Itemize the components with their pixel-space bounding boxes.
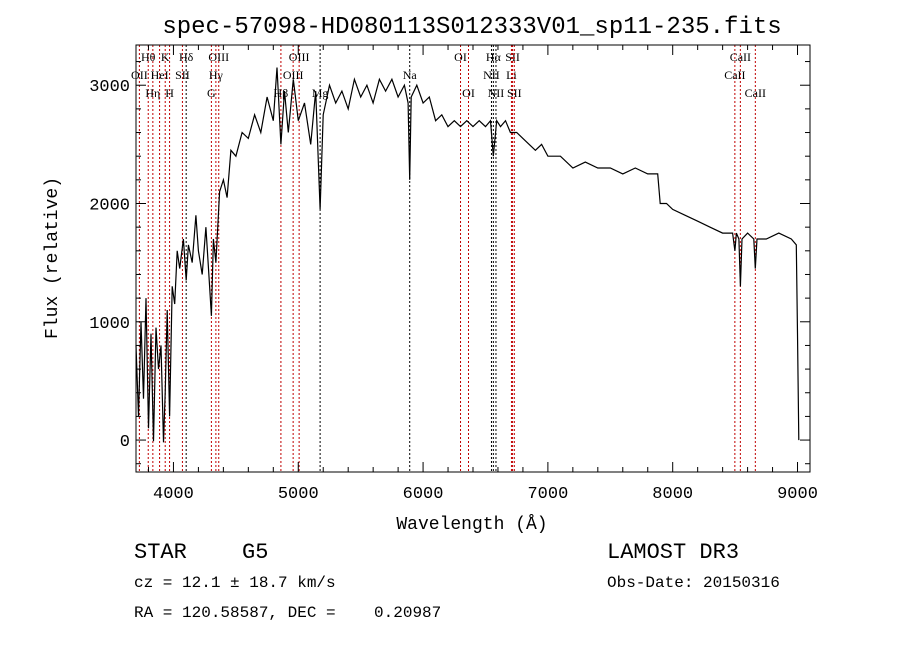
feature-label: SII (507, 86, 522, 100)
x-tick-label: 5000 (278, 485, 319, 504)
plot-frame (135, 44, 811, 473)
feature-label: SII (505, 50, 520, 64)
redshift-info: cz = 12.1 ± 18.7 km/s (134, 574, 336, 592)
feature-label: OIII (208, 50, 229, 64)
feature-label: OI (454, 50, 467, 64)
feature-label: K (161, 50, 170, 64)
x-tick-label: 4000 (153, 485, 194, 504)
coordinates: RA = 120.58587, DEC = 0.20987 (134, 604, 442, 622)
x-tick-label: 7000 (527, 485, 568, 504)
x-axis-label: Wavelength (Å) (396, 514, 547, 535)
feature-label: SII (175, 68, 190, 82)
y-tick-label: 0 (120, 433, 130, 452)
y-tick-label: 3000 (89, 78, 130, 97)
y-tick-label: 1000 (89, 315, 130, 334)
feature-label: Hγ (209, 68, 224, 82)
y-axis-label: Flux (relative) (43, 177, 63, 339)
feature-label: HeI (151, 68, 169, 82)
feature-label: CaII (724, 68, 745, 82)
feature-label: G (207, 86, 216, 100)
feature-label: Hδ (179, 50, 194, 64)
x-tick-label: 8000 (652, 485, 693, 504)
x-tick-label: 6000 (403, 485, 444, 504)
feature-label: OIII (289, 50, 310, 64)
object-subclass: G5 (242, 540, 269, 565)
survey-name: LAMOST DR3 (607, 540, 740, 565)
x-tick-label: 9000 (777, 485, 818, 504)
feature-label: Mg (312, 86, 329, 100)
feature-label: OI (462, 86, 475, 100)
feature-label: OII (131, 68, 148, 82)
feature-label: CaII (745, 86, 766, 100)
feature-label: NII (488, 86, 505, 100)
feature-label: CaII (730, 50, 751, 64)
feature-label: Hα (486, 50, 502, 64)
spectrum-line (135, 67, 800, 443)
chart-title: spec-57098-HD080113S012333V01_sp11-235.f… (162, 14, 781, 41)
feature-label: Na (403, 68, 418, 82)
object-class: STAR (134, 540, 187, 565)
feature-label: Hθ (141, 50, 156, 64)
y-tick-label: 2000 (89, 196, 130, 215)
feature-label: NII (483, 68, 500, 82)
feature-label: Hη (145, 86, 160, 100)
feature-label: OIII (283, 68, 304, 82)
feature-label: Li (506, 68, 517, 82)
obs-date: Obs-Date: 20150316 (607, 574, 780, 592)
feature-label: H (165, 86, 174, 100)
